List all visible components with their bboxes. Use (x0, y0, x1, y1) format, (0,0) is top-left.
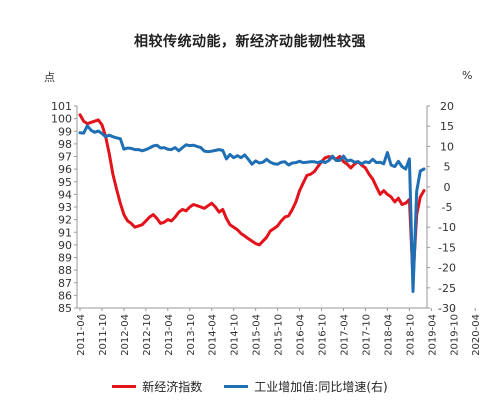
left-tick-label: 93 (58, 201, 72, 214)
left-tick-label: 94 (58, 188, 72, 201)
x-tick-label: 2014-10 (230, 314, 241, 356)
left-tick-label: 98 (58, 138, 72, 151)
right-tick-label: -20 (438, 262, 456, 275)
legend-label-industrial: 工业增加值:同比增速(右) (254, 380, 388, 394)
right-tick-label: 10 (440, 140, 454, 153)
x-tick-label: 2016-10 (318, 314, 329, 356)
x-tick-label: 2015-04 (252, 314, 263, 356)
legend-label-new-economy: 新经济指数 (142, 380, 203, 394)
x-tick-label: 2014-04 (208, 314, 219, 356)
chart-title: 相较传统动能，新经济动能韧性较强 (134, 34, 366, 50)
left-axis-unit: 点 (44, 71, 55, 84)
left-tick-label: 91 (58, 226, 72, 239)
right-tick-label: 20 (440, 100, 454, 113)
left-tick-label: 86 (58, 289, 72, 302)
right-axis-unit: % (462, 69, 473, 82)
left-tick-label: 95 (58, 176, 72, 189)
x-tick-label: 2018-10 (405, 314, 416, 356)
right-tick-label: -25 (438, 282, 456, 295)
right-tick-label: -5 (442, 201, 453, 214)
x-tick-label: 2020-04 (471, 314, 482, 356)
right-tick-label: -15 (438, 241, 456, 254)
left-tick-label: 88 (58, 264, 72, 277)
legend-swatch-industrial (224, 385, 249, 388)
legend-swatch-new-economy (112, 385, 137, 388)
x-tick-label: 2013-10 (186, 314, 197, 356)
left-tick-label: 92 (58, 214, 72, 227)
right-tick-label: 15 (440, 120, 454, 133)
x-tick-label: 2016-04 (296, 314, 307, 356)
series-line-new-economy (78, 113, 426, 281)
legend-item-industrial: 工业增加值:同比增速(右) (224, 378, 388, 395)
left-tick-label: 100 (51, 113, 72, 126)
x-tick-label: 2018-04 (383, 314, 394, 356)
left-tick-label: 96 (58, 163, 72, 176)
left-tick-label: 97 (58, 151, 72, 164)
right-tick-label: 5 (444, 161, 451, 174)
x-tick-label: 2011-04 (76, 314, 87, 356)
left-tick-label: 101 (51, 100, 72, 113)
left-tick-label: 87 (58, 277, 72, 290)
right-tick-label: -10 (438, 221, 456, 234)
left-tick-label: 90 (58, 239, 72, 252)
x-tick-label: 2015-10 (274, 314, 285, 356)
left-tick-label: 99 (58, 125, 72, 138)
x-tick-label: 2017-10 (361, 314, 372, 356)
x-tick-label: 2012-04 (120, 314, 131, 356)
x-tick-label: 2019-04 (427, 314, 438, 356)
x-tick-label: 2012-10 (142, 314, 153, 356)
legend: 新经济指数 工业增加值:同比增速(右) (0, 378, 500, 395)
left-tick-label: 85 (58, 302, 72, 315)
x-tick-label: 2013-04 (164, 314, 175, 356)
series-line-industrial (78, 124, 426, 293)
x-tick-label: 2019-10 (449, 314, 460, 356)
left-tick-label: 89 (58, 252, 72, 265)
x-tick-label: 2017-04 (339, 314, 350, 356)
right-tick-label: 0 (444, 181, 451, 194)
right-tick-label: -30 (438, 302, 456, 315)
x-tick-label: 2011-10 (98, 314, 109, 356)
legend-item-new-economy: 新经济指数 (112, 378, 202, 395)
